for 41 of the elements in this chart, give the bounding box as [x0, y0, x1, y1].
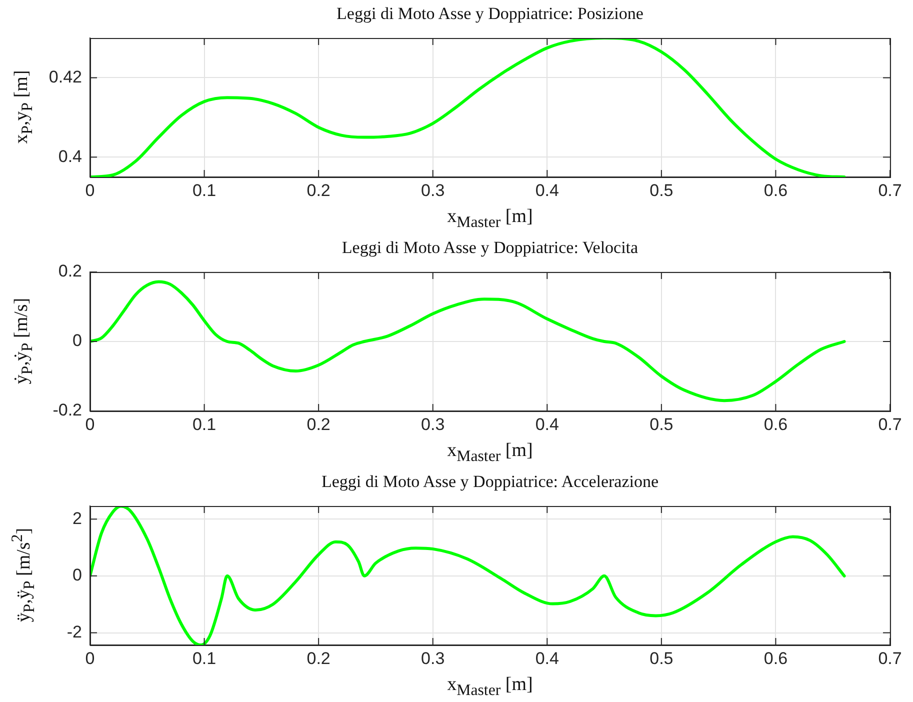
- x-tick-label: 0.4: [535, 648, 559, 668]
- x-tick-label: 0.6: [764, 414, 788, 434]
- x-tick-label: 0.5: [650, 180, 674, 200]
- x-tick-label: 0.5: [650, 414, 674, 434]
- x-tick-label: 0.2: [306, 414, 330, 434]
- y-tick-label: 0.42: [48, 67, 82, 86]
- x-tick-label: 0.6: [764, 180, 788, 200]
- y-tick-label: -2: [66, 622, 82, 642]
- x-tick-label: 0.2: [306, 180, 330, 200]
- x-tick-label: 0.7: [878, 648, 902, 668]
- x-tick-label: 0.6: [764, 648, 788, 668]
- x-tick-label: 0: [85, 180, 95, 200]
- x-tick-label: 0.4: [535, 180, 559, 200]
- x-tick-label: 0.3: [421, 648, 445, 668]
- chart-title: Leggi di Moto Asse y Doppiatrice: Velocita: [340, 238, 640, 258]
- y-tick-label: 0.2: [58, 262, 82, 281]
- x-tick-label: 0.2: [306, 648, 330, 668]
- x-axis-title: x$_{Master}$ [m]: [446, 674, 534, 700]
- y-tick-label: 0: [72, 331, 82, 350]
- x-tick-label: 0: [85, 648, 95, 668]
- line-series: [90, 280, 846, 402]
- x-tick-label: 0.3: [421, 180, 445, 200]
- x-tick-label: 0.7: [878, 180, 902, 200]
- x-tick-label: 0.3: [421, 414, 445, 434]
- chart-title: Leggi di Moto Asse y Doppiatrice: Accelerazione: [320, 472, 660, 492]
- x-tick-label: 0: [85, 414, 95, 434]
- x-tick-label: 0.4: [535, 414, 559, 434]
- y-tick-label: -0.2: [52, 400, 82, 420]
- x-tick-label: 0.1: [192, 648, 216, 668]
- x-axis-title: x$_{Master}$ [m]: [446, 440, 534, 466]
- line-series: [90, 38, 846, 177]
- line-series: [90, 506, 846, 645]
- x-axis-title: x$_{Master}$ [m]: [446, 206, 534, 232]
- y-tick-label: 0.4: [58, 146, 82, 166]
- x-tick-label: 0.5: [650, 648, 674, 668]
- y-tick-label: 0: [72, 566, 82, 585]
- chart-title: Leggi di Moto Asse y Doppiatrice: Posizione: [336, 4, 644, 24]
- x-tick-label: 0.7: [878, 414, 902, 434]
- x-tick-label: 0.1: [192, 414, 216, 434]
- y-tick-label: 2: [72, 508, 82, 528]
- x-tick-label: 0.1: [192, 180, 216, 200]
